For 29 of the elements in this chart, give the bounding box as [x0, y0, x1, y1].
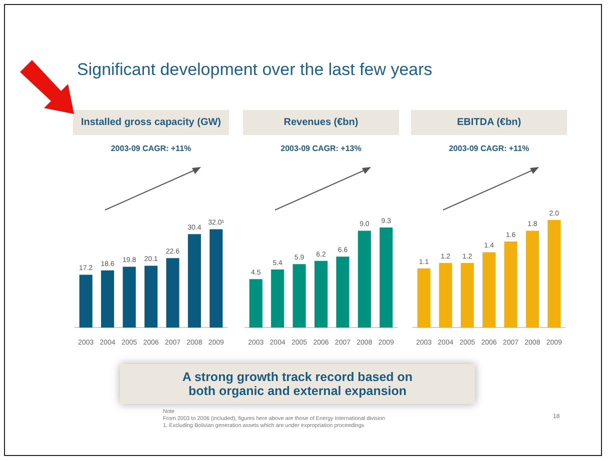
bar [188, 234, 201, 328]
bar [101, 270, 114, 328]
bar [122, 266, 136, 328]
chart-title: Revenues (€bn) [243, 110, 399, 135]
chart-subtitle: 2003-09 CAGR: +13% [280, 144, 362, 153]
bar [249, 279, 262, 328]
bar [482, 252, 496, 328]
text: Significant development over the last few years [77, 60, 432, 80]
bar [358, 230, 371, 328]
bar [460, 263, 474, 328]
chart-subtitle: 2003-09 CAGR: +11% [448, 144, 530, 153]
bar [336, 256, 350, 328]
bar [271, 269, 284, 328]
bar [380, 228, 393, 328]
bar [79, 274, 92, 328]
bar [504, 242, 518, 328]
bar [144, 266, 158, 328]
bar [417, 268, 430, 328]
bar [210, 229, 223, 328]
bar [292, 264, 306, 328]
bar [439, 263, 452, 328]
text: A strong growth track record based on both organic and external expansion [120, 364, 475, 404]
bar [548, 220, 561, 328]
chart-title: EBITDA (€bn) [411, 110, 567, 135]
bar [526, 230, 539, 328]
chart-title: Installed gross capacity (GW) [73, 110, 229, 135]
bar [166, 258, 180, 328]
chart-subtitle: 2003-09 CAGR: +11% [110, 144, 192, 153]
bar [314, 260, 328, 328]
